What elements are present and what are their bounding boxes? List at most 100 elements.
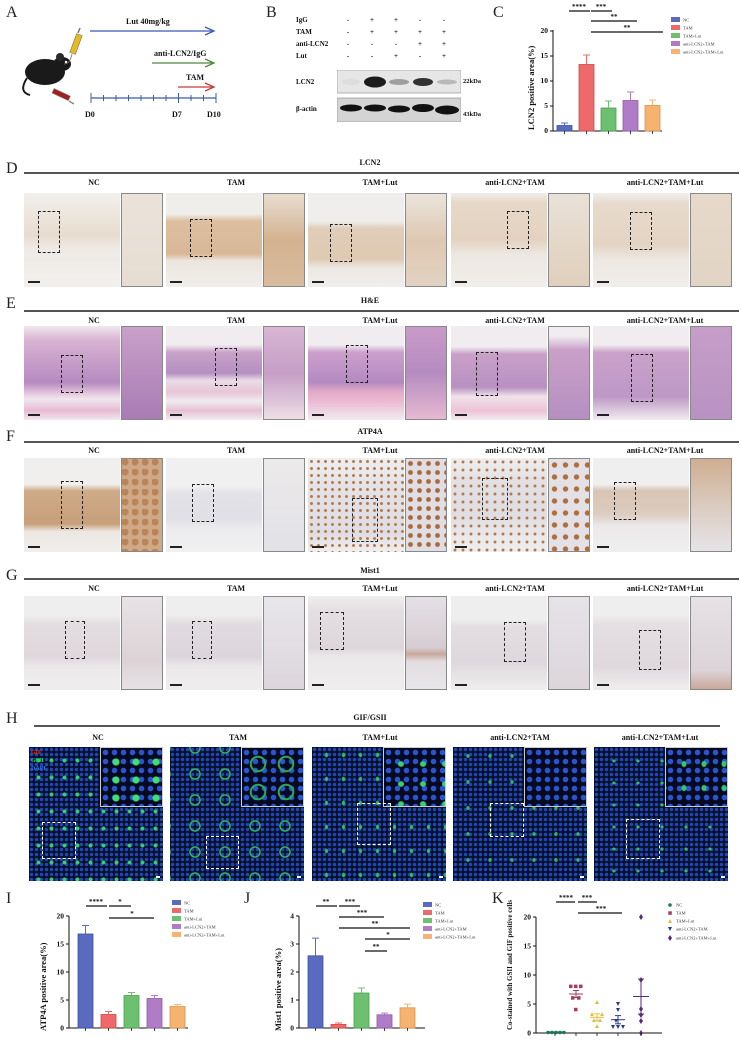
ihc-zoom-lcn2-nc (121, 193, 163, 287)
blot-size-43kda: 43kDa (463, 111, 482, 118)
y-axis-label: LCN2 positive area(%) (526, 45, 536, 130)
svg-text:anti-LCN2+TAM+Lut: anti-LCN2+TAM+Lut (184, 933, 225, 938)
if-image-anti-lcn2-tam-lut (594, 747, 728, 881)
chart-k-costained: Co-stained with GSII and GIF positive ce… (506, 894, 717, 1038)
svg-text:***: *** (596, 3, 607, 11)
svg-text:anti-LCN2+TAM+Lut: anti-LCN2+TAM+Lut (683, 50, 724, 55)
zoom-region-box (192, 484, 214, 522)
if-inset-zoom (100, 747, 163, 807)
he-zoom-tam-lut (405, 326, 447, 420)
ihc-zoom-atp4a-tam (263, 458, 305, 552)
group-label-anti-lcn2-tam-lut: anti-LCN2+TAM+Lut (621, 733, 699, 742)
svg-text:20: 20 (541, 26, 549, 35)
svg-text:5: 5 (527, 1000, 531, 1009)
zoom-region-box (61, 355, 83, 393)
group-label-tam: TAM (226, 584, 246, 593)
zoom-region-box (476, 352, 498, 396)
zoom-region-box (639, 630, 661, 670)
scale-bar (597, 546, 609, 548)
svg-text:anti-LCN2+TAM+Lut: anti-LCN2+TAM+Lut (676, 936, 717, 941)
tick-label-d10: D10 (207, 110, 221, 119)
svg-text:15: 15 (541, 51, 549, 60)
svg-text:10: 10 (57, 968, 65, 977)
svg-text:**: ** (372, 920, 380, 928)
svg-text:0: 0 (290, 1024, 294, 1033)
section-title-mist1: Mist1 (360, 566, 380, 575)
svg-text:15: 15 (57, 940, 65, 949)
scale-bar (455, 684, 467, 686)
svg-text:****: **** (559, 894, 574, 902)
panel-i-letter: I (6, 890, 12, 907)
group-label-tam-lut: TAM+Lut (362, 316, 398, 325)
section-divider (24, 310, 739, 312)
zoom-region-box (65, 621, 85, 659)
svg-text:***: *** (357, 909, 368, 917)
svg-text:anti-LCN2+TAM: anti-LCN2+TAM (676, 927, 708, 932)
svg-text:***: *** (596, 905, 607, 913)
scale-bar (721, 876, 725, 878)
zoom-region-box (215, 348, 237, 386)
section-title-gif-gsii: GIF/GSII (353, 713, 387, 722)
group-label-nc: NC (88, 178, 100, 187)
y-axis-label: Mist1 positive area(%) (273, 948, 283, 1031)
scale-bar (28, 281, 40, 283)
y-axis-label: ATP4A positive area(%) (38, 942, 48, 1031)
panel-k-letter: K (492, 890, 504, 907)
zoom-region-box (357, 803, 391, 845)
svg-text:anti-LCN2+TAM: anti-LCN2+TAM (184, 925, 216, 930)
section-divider (24, 578, 739, 580)
svg-text:TAM: TAM (676, 911, 686, 916)
ihc-image-atp4a-anti-lcn2-tam (451, 458, 547, 552)
group-label-anti-lcn2-tam: anti-LCN2+TAM (485, 446, 545, 455)
blot-size-22kda: 22kDa (463, 78, 482, 85)
svg-text:20: 20 (57, 912, 65, 921)
svg-text:****: **** (572, 3, 587, 11)
ihc-image-mist1-nc (24, 596, 120, 690)
ihc-zoom-mist1-tam-lut (405, 596, 447, 690)
group-label-anti-lcn2-tam: anti-LCN2+TAM (485, 178, 545, 187)
svg-text:0: 0 (527, 1029, 531, 1038)
scale-bar (28, 414, 40, 416)
section-divider (24, 172, 739, 174)
scale-bar (312, 684, 324, 686)
group-label-nc: NC (92, 733, 104, 742)
section-divider (24, 441, 739, 443)
mouse-icon (22, 53, 71, 96)
scale-bar (28, 546, 40, 548)
group-label-anti-lcn2-tam-lut: anti-LCN2+TAM+Lut (626, 316, 704, 325)
he-image-tam-lut (308, 326, 404, 420)
group-label-tam: TAM (226, 446, 246, 455)
svg-text:TAM: TAM (184, 909, 194, 914)
scale-bar (580, 876, 584, 878)
ihc-image-lcn2-nc (24, 193, 120, 287)
svg-text:*: * (386, 931, 390, 939)
if-image-tam-lut (312, 747, 446, 881)
chart-j-legend: NC TAM TAM+Lut anti-LCN2+TAM anti-LCN2+T… (423, 902, 476, 940)
panel-j-letter: J (244, 890, 251, 907)
svg-text:3: 3 (290, 940, 294, 949)
panel-e-letter: E (6, 295, 16, 312)
svg-text:TAM+Lut: TAM+Lut (676, 919, 695, 924)
panel-a-letter: A (6, 4, 18, 21)
western-blot-conditions: IgG - + + - - TAM - + + + + anti-LCN2 - … (296, 16, 466, 64)
svg-text:TAM+Lut: TAM+Lut (435, 919, 454, 924)
group-label-anti-lcn2-tam: anti-LCN2+TAM (485, 316, 545, 325)
scale-bar (170, 414, 182, 416)
zoom-region-box (320, 612, 344, 650)
svg-text:TAM: TAM (683, 26, 693, 31)
ihc-image-mist1-anti-lcn2-tam (451, 596, 547, 690)
svg-text:**: ** (323, 898, 331, 906)
svg-text:5: 5 (60, 996, 64, 1005)
ihc-image-atp4a-nc (24, 458, 120, 552)
he-zoom-tam (263, 326, 305, 420)
svg-text:****: **** (89, 898, 104, 906)
scale-bar (455, 546, 467, 548)
scale-bar (439, 876, 443, 878)
svg-text:1: 1 (290, 996, 294, 1005)
svg-text:anti-LCN2+TAM+Lut: anti-LCN2+TAM+Lut (435, 935, 476, 940)
panel-c-letter: C (493, 4, 504, 21)
he-image-nc (24, 326, 120, 420)
svg-text:*: * (118, 898, 122, 906)
